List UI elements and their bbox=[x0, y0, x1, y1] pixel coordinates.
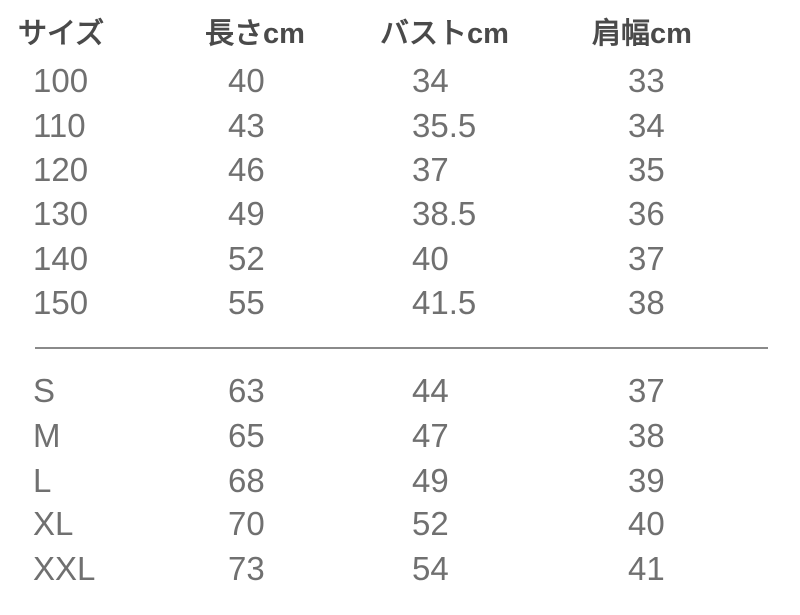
size-cell: 110 bbox=[33, 107, 86, 144]
shoulder-cell: 37 bbox=[628, 372, 665, 409]
divider bbox=[35, 347, 768, 349]
shoulder-cell: 37 bbox=[628, 240, 665, 277]
shoulder-cell: 33 bbox=[628, 62, 665, 99]
header-bust: バストcm bbox=[380, 18, 509, 50]
table-row: XL 70 52 40 bbox=[0, 505, 800, 545]
table-row: 140 52 40 37 bbox=[0, 240, 800, 280]
table-row: 120 46 37 35 bbox=[0, 151, 800, 191]
bust-cell: 35.5 bbox=[412, 107, 477, 144]
length-cell: 49 bbox=[228, 195, 265, 232]
bust-cell: 54 bbox=[412, 550, 449, 587]
length-cell: 46 bbox=[228, 151, 265, 188]
shoulder-cell: 38 bbox=[628, 417, 665, 454]
bust-cell: 49 bbox=[412, 462, 449, 499]
shoulder-cell: 35 bbox=[628, 151, 665, 188]
size-cell: XXL bbox=[33, 550, 96, 587]
size-cell: 120 bbox=[33, 151, 89, 188]
shoulder-cell: 34 bbox=[628, 107, 665, 144]
length-cell: 70 bbox=[228, 505, 265, 542]
bust-cell: 41.5 bbox=[412, 284, 477, 321]
size-cell: XL bbox=[33, 505, 74, 542]
shoulder-cell: 38 bbox=[628, 284, 665, 321]
table-row: XXL 73 54 41 bbox=[0, 550, 800, 590]
size-cell: 130 bbox=[33, 195, 89, 232]
header-shoulder: 肩幅cm bbox=[592, 18, 692, 50]
header-length: 長さcm bbox=[205, 18, 305, 50]
length-cell: 73 bbox=[228, 550, 265, 587]
length-cell: 68 bbox=[228, 462, 265, 499]
bust-cell: 37 bbox=[412, 151, 449, 188]
size-cell: S bbox=[33, 372, 56, 409]
size-cell: M bbox=[33, 417, 61, 454]
shoulder-cell: 36 bbox=[628, 195, 665, 232]
length-cell: 43 bbox=[228, 107, 265, 144]
size-cell: 140 bbox=[33, 240, 89, 277]
bust-cell: 38.5 bbox=[412, 195, 477, 232]
size-cell: 150 bbox=[33, 284, 89, 321]
table-row: 130 49 38.5 36 bbox=[0, 195, 800, 235]
length-cell: 63 bbox=[228, 372, 265, 409]
shoulder-cell: 39 bbox=[628, 462, 665, 499]
length-cell: 52 bbox=[228, 240, 265, 277]
table-row: 100 40 34 33 bbox=[0, 62, 800, 102]
table-row: M 65 47 38 bbox=[0, 417, 800, 457]
table-row: L 68 49 39 bbox=[0, 462, 800, 502]
header-size: サイズ bbox=[18, 18, 105, 50]
bust-cell: 40 bbox=[412, 240, 449, 277]
shoulder-cell: 40 bbox=[628, 505, 665, 542]
length-cell: 55 bbox=[228, 284, 265, 321]
size-cell: 100 bbox=[33, 62, 89, 99]
table-row: S 63 44 37 bbox=[0, 372, 800, 412]
bust-cell: 52 bbox=[412, 505, 449, 542]
length-cell: 65 bbox=[228, 417, 265, 454]
table-row: 150 55 41.5 38 bbox=[0, 284, 800, 324]
bust-cell: 44 bbox=[412, 372, 449, 409]
size-cell: L bbox=[33, 462, 52, 499]
bust-cell: 34 bbox=[412, 62, 449, 99]
length-cell: 40 bbox=[228, 62, 265, 99]
table-row: 110 43 35.5 34 bbox=[0, 107, 800, 147]
bust-cell: 47 bbox=[412, 417, 449, 454]
shoulder-cell: 41 bbox=[628, 550, 665, 587]
